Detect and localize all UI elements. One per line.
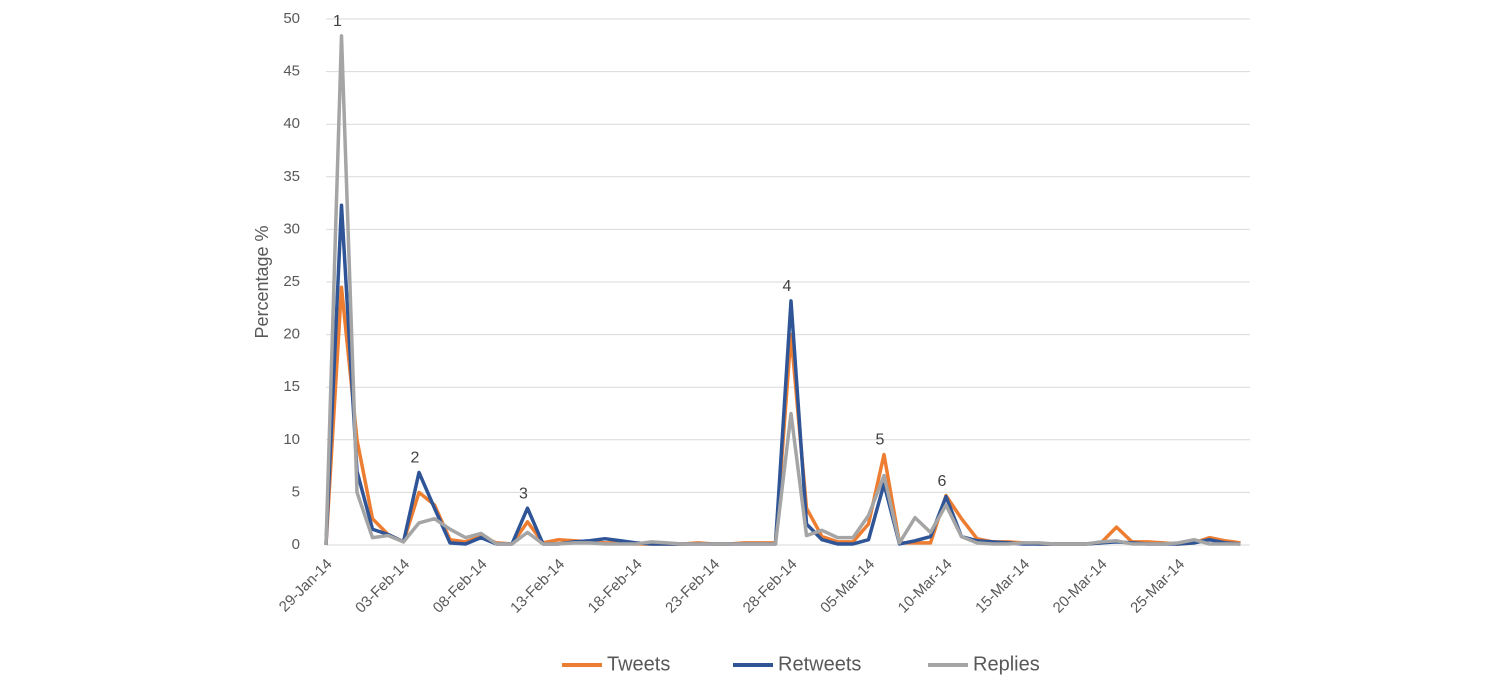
y-tick-label: 25 <box>283 273 300 290</box>
y-tick-label: 15 <box>283 378 300 395</box>
x-tick-label: 18-Feb-14 <box>585 556 646 617</box>
x-tick-label: 15-Mar-14 <box>972 556 1033 617</box>
x-tick-label: 08-Feb-14 <box>430 556 491 617</box>
legend-label: Retweets <box>778 653 861 675</box>
x-tick-label: 03-Feb-14 <box>352 556 413 617</box>
y-tick-label: 50 <box>283 10 300 27</box>
x-tick-label: 05-Mar-14 <box>817 556 878 617</box>
peak-annotation: 5 <box>876 432 885 449</box>
peak-annotation: 4 <box>783 278 792 295</box>
legend-label: Replies <box>973 653 1040 675</box>
legend-label: Tweets <box>607 653 670 675</box>
y-tick-label: 45 <box>283 63 300 80</box>
y-tick-label: 10 <box>283 431 300 448</box>
y-tick-label: 30 <box>283 220 300 237</box>
x-tick-label: 20-Mar-14 <box>1050 556 1111 617</box>
peak-annotation: 1 <box>333 13 342 30</box>
x-tick-label: 13-Feb-14 <box>507 556 568 617</box>
x-tick-label: 28-Feb-14 <box>740 556 801 617</box>
y-tick-label: 35 <box>283 168 300 185</box>
peak-annotation: 6 <box>938 473 947 490</box>
x-tick-label: 29-Jan-14 <box>276 556 336 616</box>
peak-annotation: 3 <box>519 485 528 502</box>
y-axis-title: Percentage % <box>252 225 272 338</box>
x-tick-label: 25-Mar-14 <box>1127 556 1188 617</box>
peak-annotation: 2 <box>411 450 420 467</box>
y-tick-label: 20 <box>283 326 300 343</box>
y-tick-label: 40 <box>283 115 300 132</box>
y-tick-label: 0 <box>292 536 300 553</box>
y-tick-label: 5 <box>292 483 300 500</box>
x-tick-label: 10-Mar-14 <box>895 556 956 617</box>
line-series <box>324 203 1241 546</box>
line-series <box>324 34 1241 546</box>
x-tick-label: 23-Feb-14 <box>662 556 723 617</box>
